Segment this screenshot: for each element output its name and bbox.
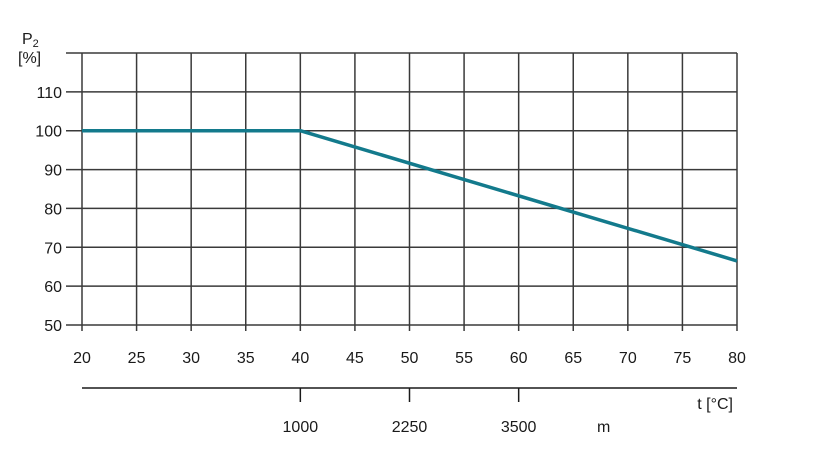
y-tick-label: 100 (35, 124, 62, 141)
secondary-axis-unit: m (597, 419, 610, 436)
x-tick-label: 25 (128, 350, 146, 367)
y-tick-label: 70 (44, 240, 62, 257)
x-tick-label: 55 (455, 350, 473, 367)
x-tick-label: 70 (619, 350, 637, 367)
x-tick-labels: 20 25 30 35 40 45 50 55 60 65 70 75 80 (73, 350, 746, 367)
y-axis-label: P2 (22, 31, 39, 50)
y-tick-labels: 50 60 70 80 90 100 110 (35, 85, 62, 335)
secondary-tick-label: 1000 (283, 419, 319, 436)
secondary-axis-ticks: 1000 2250 3500 (283, 388, 537, 436)
x-tick-label: 30 (182, 350, 200, 367)
y-tick-label: 110 (36, 85, 62, 102)
y-axis-unit: [%] (18, 50, 41, 67)
series-layer (82, 128, 738, 263)
x-axis-label: t [°C] (697, 396, 733, 413)
x-tick-label: 20 (73, 350, 91, 367)
y-tick-label: 60 (44, 279, 62, 296)
x-tick-label: 35 (237, 350, 255, 367)
x-tick-label: 60 (510, 350, 528, 367)
x-tick-label: 40 (291, 350, 309, 367)
grid (66, 52, 738, 331)
x-tick-label: 75 (674, 350, 692, 367)
secondary-tick-label: 2250 (392, 419, 428, 436)
x-tick-label: 45 (346, 350, 364, 367)
y-tick-label: 90 (44, 163, 62, 180)
series-line (82, 128, 738, 263)
y-tick-label: 80 (44, 201, 62, 218)
x-tick-label: 65 (564, 350, 582, 367)
x-tick-label: 50 (401, 350, 419, 367)
secondary-tick-label: 3500 (501, 419, 537, 436)
y-tick-label: 50 (44, 318, 62, 335)
x-tick-label: 80 (728, 350, 746, 367)
